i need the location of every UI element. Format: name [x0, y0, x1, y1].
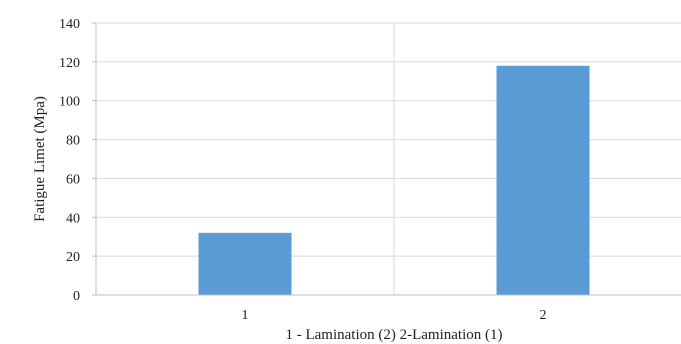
bars: [198, 65, 590, 295]
x-tick-label-2: 2: [540, 308, 547, 323]
x-axis-title: 1 - Lamination (2) 2-Lamination (1): [285, 327, 502, 343]
y-tick-label-80: 80: [66, 134, 80, 149]
x-tick-label-1: 1: [242, 308, 249, 323]
y-tick-label-140: 140: [59, 17, 80, 32]
axes: [92, 22, 681, 296]
bar-1: [198, 232, 292, 295]
y-tick-label-20: 20: [66, 250, 80, 265]
y-tick-label-40: 40: [66, 211, 80, 226]
y-tick-label-0: 0: [73, 289, 80, 304]
y-tick-label-100: 100: [59, 95, 80, 110]
bar-2: [496, 65, 590, 295]
y-tick-label-120: 120: [59, 56, 80, 71]
gridlines: [96, 22, 681, 295]
y-axis-title: Fatigue Limet (Mpa): [32, 96, 48, 222]
tick-labels: 0 20 40 60 80 100 120 140 1 2: [59, 17, 547, 323]
y-tick-label-60: 60: [66, 172, 80, 187]
